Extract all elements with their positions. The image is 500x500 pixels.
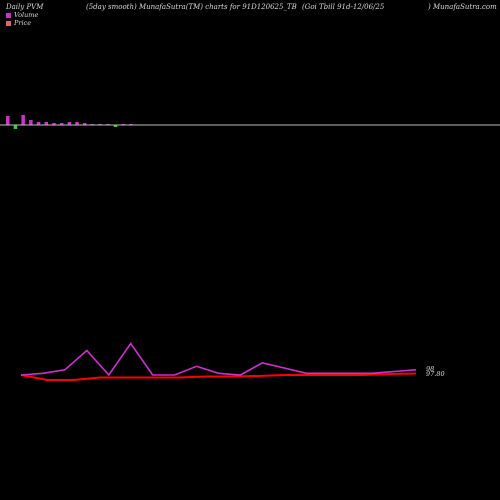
legend-price-swatch: [6, 20, 11, 26]
site-credit: ) MunafaSutra.com: [428, 3, 497, 11]
volume-bar: [75, 122, 79, 125]
price-line: [20, 372, 417, 381]
volume-bar: [67, 122, 72, 125]
legend-price: Price: [6, 19, 31, 27]
volume-bar: [21, 115, 25, 125]
legend-volume: Volume: [6, 11, 38, 19]
price-value-label: 98: [426, 365, 434, 373]
legend-volume-label: Volume: [14, 11, 39, 19]
legend-price-label: Price: [14, 19, 32, 27]
chart-title: Daily PVM: [6, 3, 44, 11]
pvm-line: [20, 342, 417, 377]
volume-bars: [6, 115, 133, 129]
chart-subtitle: (5day smooth) MunafaSutra(TM) charts for…: [86, 3, 297, 11]
volume-bar: [83, 123, 87, 125]
volume-bar: [6, 116, 10, 125]
pvm-value-label: 97.80: [426, 370, 445, 378]
legend-volume-swatch: [6, 12, 11, 18]
volume-bar: [29, 120, 33, 125]
instrument-name: (Goi Tbill 91d-12/06/25: [302, 3, 385, 11]
volume-bar: [113, 125, 118, 127]
volume-bar: [44, 122, 48, 125]
volume-bar: [36, 122, 41, 125]
volume-bar: [59, 123, 64, 125]
volume-bar: [13, 125, 18, 129]
volume-bar: [52, 123, 56, 125]
